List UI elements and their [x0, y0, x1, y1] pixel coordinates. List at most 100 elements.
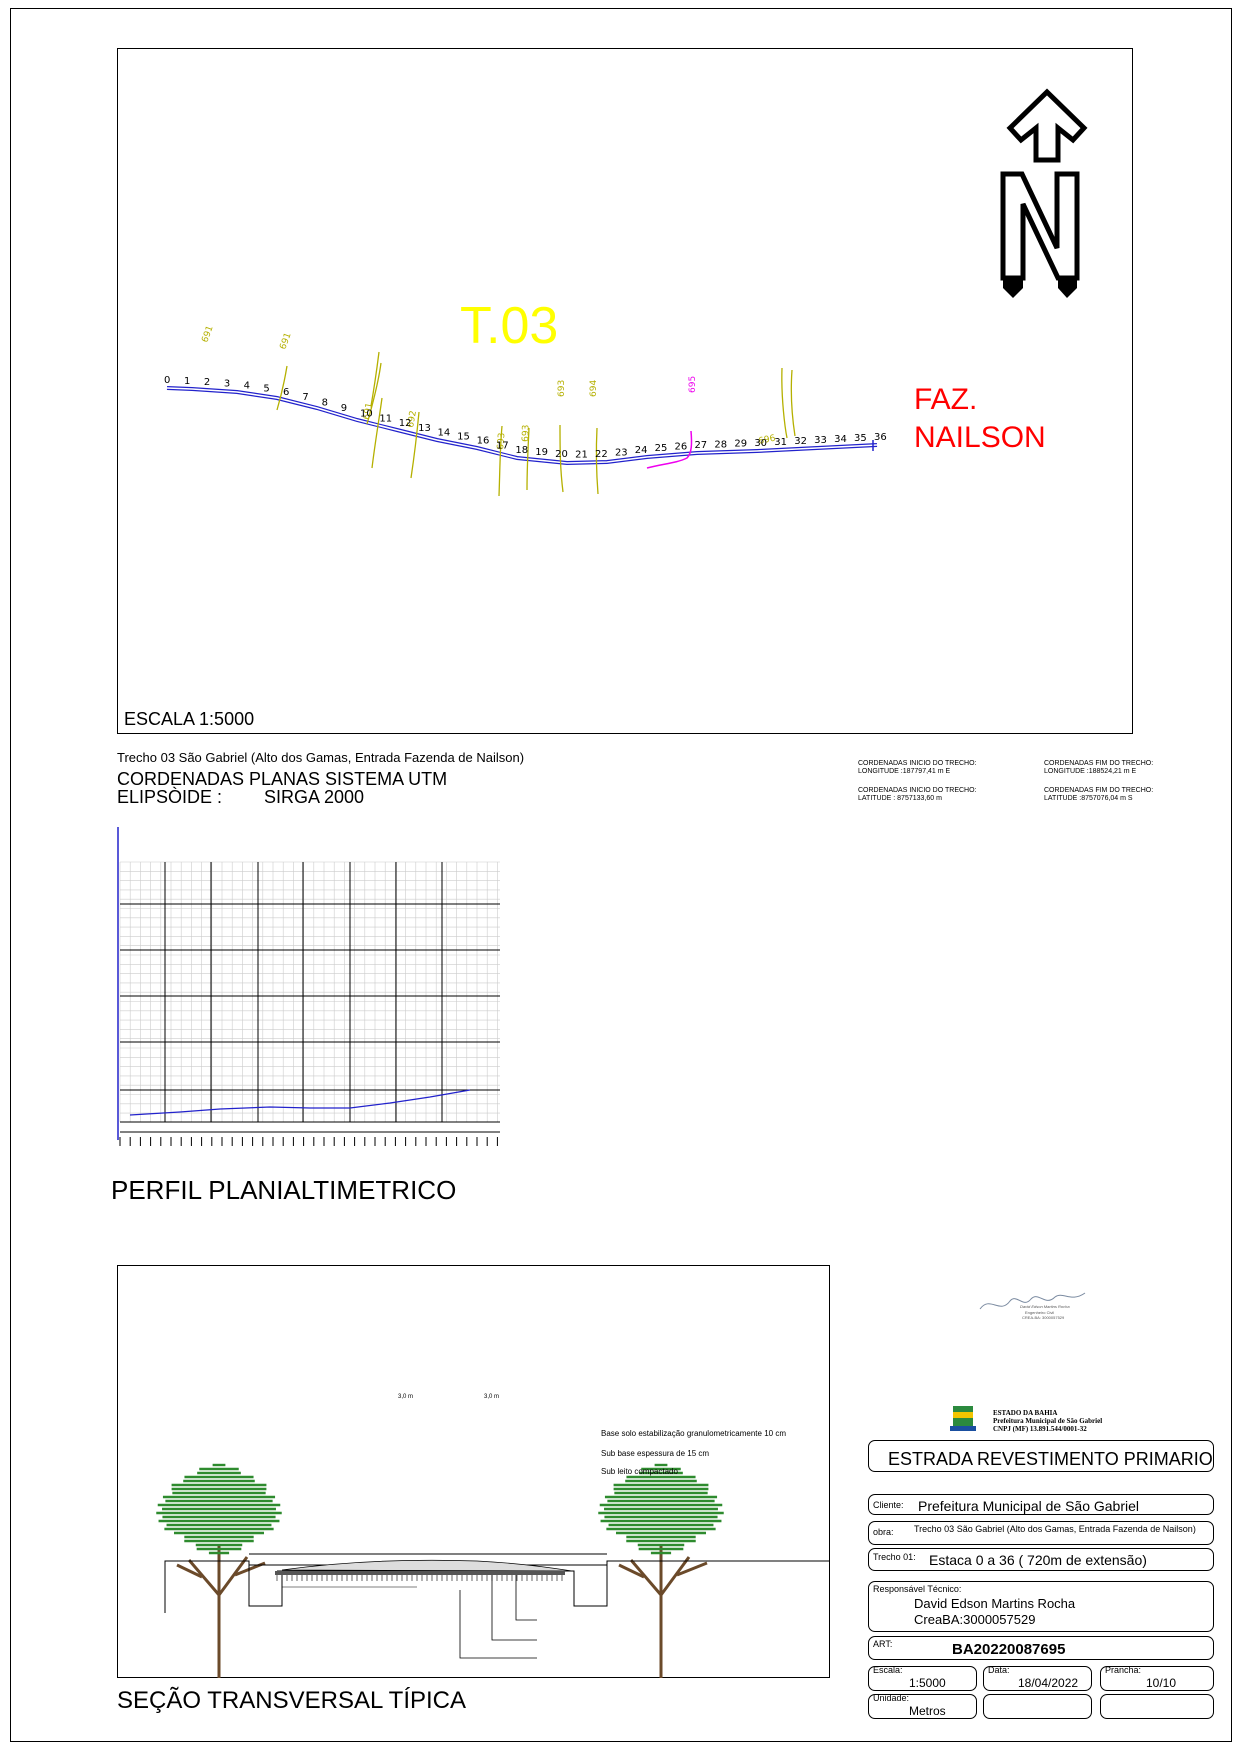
station-label: 13	[418, 423, 431, 434]
layer-subleito-label: Sub leito compactado	[601, 1467, 678, 1476]
org-prefeitura: Prefeitura Municipal de São Gabriel	[993, 1417, 1103, 1425]
station-label: 33	[814, 435, 827, 446]
north-arrow-icon	[1000, 88, 1088, 298]
signature-icon	[979, 1292, 1086, 1310]
empty-box	[1100, 1694, 1214, 1719]
trecho-value: Estaca 0 a 36 ( 720m de extensão)	[929, 1552, 1147, 1568]
width-right-label: 3,0 m	[484, 1394, 500, 1400]
ellipsoid-label: ELIPSÒIDE :	[117, 787, 223, 807]
sheet-border	[10, 8, 1232, 1742]
art-label: ART:	[873, 1639, 893, 1649]
station-label: 28	[714, 439, 727, 450]
art-box: ART: BA20220087695	[868, 1636, 1214, 1660]
project-title-box: ESTRADA REVESTIMENTO PRIMARIO	[868, 1440, 1214, 1472]
station-label: 19	[535, 447, 548, 458]
signature-name: David Edson Martins Rocha	[1020, 1304, 1070, 1309]
contour-lines	[276, 351, 796, 497]
start-long-title: CORDENADAS INICIO DO TRECHO:	[858, 760, 977, 767]
farm-label-line2: NAILSON	[914, 421, 1046, 454]
end-long-title: CORDENADAS FIM DO TRECHO:	[1044, 760, 1154, 767]
section-drawing	[156, 1463, 830, 1678]
farm-label-line1: FAZ.	[914, 383, 978, 416]
escala-box: Escala: 1:5000	[868, 1665, 977, 1691]
unidade-label: Unidade:	[873, 1693, 910, 1703]
cliente-label: Cliente:	[873, 1500, 904, 1510]
tree-icon	[156, 1463, 282, 1678]
section-title: SEÇÃO TRANSVERSAL TÍPICA	[117, 1687, 466, 1714]
station-label: 4	[244, 380, 250, 391]
station-label: 34	[834, 434, 847, 445]
contour-label: 694	[589, 380, 599, 397]
start-long-value: LONGITUDE :187797,41 m E	[858, 768, 951, 775]
profile-terrain-line	[129, 1089, 471, 1116]
contour-label: 696	[758, 434, 777, 447]
start-lat-value: LATITUDE : 8757133,60 m	[858, 795, 942, 802]
responsavel-crea: CreaBA:3000057529	[914, 1612, 1036, 1627]
obra-value: Trecho 03 São Gabriel (Alto dos Gamas, E…	[914, 1524, 1196, 1534]
prancha-label: Prancha:	[1105, 1665, 1142, 1675]
station-label: 25	[655, 443, 668, 454]
contour-label: 695	[688, 376, 698, 393]
scale-label: ESCALA 1:5000	[124, 709, 255, 729]
signature-crea: CREA-BA: 3000057529	[1022, 1315, 1065, 1320]
escala-value: 1:5000	[909, 1676, 946, 1690]
prancha-box: Prancha: 10/10	[1100, 1665, 1214, 1691]
plan-drawing: 691 691 691 692 693 693 693 694 696 695 …	[164, 88, 1088, 497]
data-box: Data: 18/04/2022	[983, 1665, 1092, 1691]
art-value: BA20220087695	[952, 1641, 1066, 1658]
layer-subbase-label: Sub base espessura de 15 cm	[601, 1449, 710, 1458]
station-label: 32	[794, 436, 807, 447]
station-label: 31	[774, 437, 787, 448]
obra-box: obra: Trecho 03 São Gabriel (Alto dos Ga…	[868, 1521, 1214, 1545]
data-label: Data:	[988, 1665, 1010, 1675]
prancha-value: 10/10	[1146, 1676, 1177, 1690]
data-value: 18/04/2022	[1018, 1676, 1079, 1690]
responsavel-label: Responsável Técnico:	[873, 1584, 962, 1594]
contour-label: 691	[200, 324, 215, 344]
station-label: 14	[438, 428, 451, 439]
end-lat-title: CORDENADAS FIM DO TRECHO:	[1044, 787, 1154, 794]
trecho-line: Trecho 03 São Gabriel (Alto dos Gamas, E…	[117, 750, 525, 765]
station-label: 22	[595, 449, 608, 460]
section-frame	[117, 1265, 830, 1678]
width-left-label: 3,0 m	[398, 1394, 414, 1400]
contour-label: 693	[521, 425, 532, 443]
responsavel-box: Responsável Técnico: David Edson Martins…	[868, 1581, 1214, 1632]
station-label: 30	[754, 438, 767, 449]
ellipsoid-value: SIRGA 2000	[264, 787, 365, 807]
station-label: 35	[854, 433, 867, 444]
station-label: 1	[184, 376, 190, 387]
station-label: 5	[263, 383, 269, 394]
station-label: 15	[457, 432, 470, 443]
obra-label: obra:	[873, 1527, 894, 1537]
station-label: 11	[379, 413, 392, 424]
tree-icon	[598, 1463, 724, 1678]
station-label: 21	[575, 450, 588, 461]
profile-title: PERFIL PLANIALTIMETRICO	[111, 1175, 457, 1205]
profile-chart	[117, 827, 500, 1146]
station-label: 9	[341, 403, 347, 414]
station-label: 12	[399, 418, 412, 429]
escala-label: Escala:	[873, 1665, 903, 1675]
trecho-label: Trecho 01:	[873, 1552, 916, 1562]
station-label: 16	[477, 436, 490, 447]
section-label: T.03	[460, 297, 559, 355]
org-cnpj: CNPJ (MF) 13.891.544/0001-32	[993, 1425, 1087, 1433]
station-label: 20	[555, 449, 568, 460]
start-lat-title: CORDENADAS INICIO DO TRECHO:	[858, 787, 977, 794]
contour-label: 693	[557, 380, 567, 397]
responsavel-name: David Edson Martins Rocha	[914, 1596, 1076, 1611]
station-label: 0	[164, 375, 170, 386]
station-label: 17	[496, 441, 509, 452]
station-label: 2	[204, 377, 210, 388]
end-long-value: LONGITUDE :188524,21 m E	[1044, 768, 1137, 775]
unidade-value: Metros	[909, 1704, 946, 1718]
station-label: 36	[874, 432, 887, 443]
contour-label: 692	[406, 410, 419, 429]
contour-label: 691	[278, 331, 293, 351]
station-label: 8	[322, 397, 328, 408]
magenta-line	[646, 430, 693, 469]
org-state: ESTADO DA BAHIA	[993, 1409, 1058, 1417]
trecho-box: Trecho 01: Estaca 0 a 36 ( 720m de exten…	[868, 1548, 1214, 1571]
station-label: 27	[694, 440, 707, 451]
